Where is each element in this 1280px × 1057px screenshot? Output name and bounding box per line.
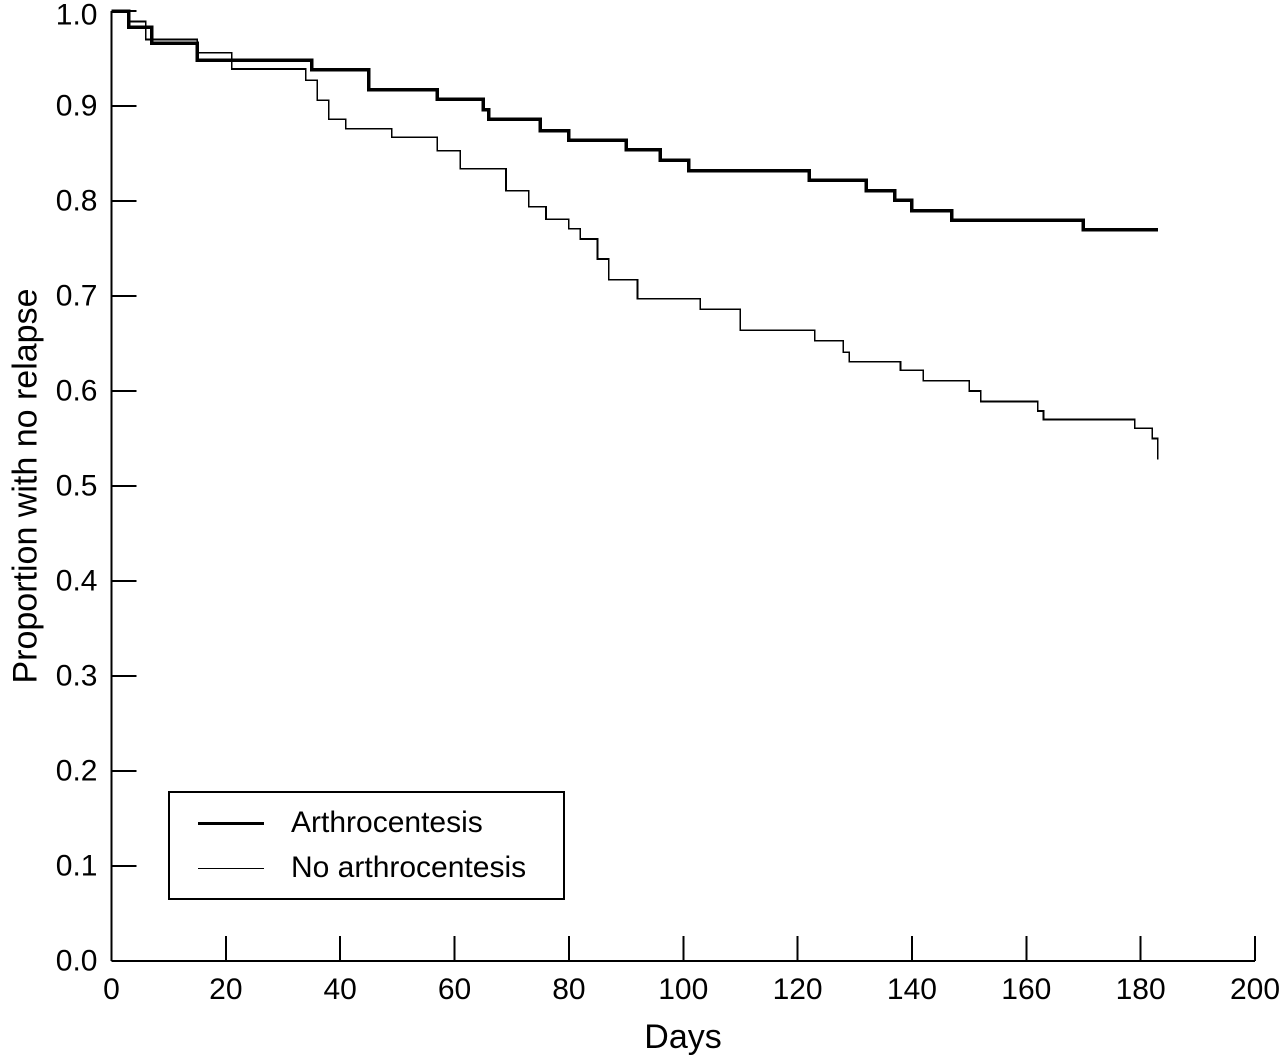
x-axis-title: Days <box>644 1018 722 1056</box>
series-line-arthrocentesis <box>111 9 1158 232</box>
legend-entry-no-arthrocentesis: No arthrocentesis <box>198 851 563 885</box>
y-tick-label-0.6: 0.6 <box>56 375 98 408</box>
legend-thick-line-swatch <box>198 821 264 825</box>
x-tick-label-100: 100 <box>658 973 708 1006</box>
x-tick-label-20: 20 <box>209 973 242 1006</box>
y-tick-label-1.0: 1.0 <box>56 0 98 32</box>
legend-thin-line-swatch <box>198 867 264 869</box>
x-tick-label-40: 40 <box>324 973 357 1006</box>
y-axis-title: Proportion with no relapse <box>6 288 45 684</box>
series-line-no-arthrocentesis <box>111 10 1159 460</box>
legend-entry-arthrocentesis: Arthrocentesis <box>198 806 563 840</box>
x-tick-label-140: 140 <box>887 973 937 1006</box>
x-tick-label-120: 120 <box>773 973 823 1006</box>
x-tick-label-160: 160 <box>1001 973 1051 1006</box>
x-tick-label-180: 180 <box>1116 973 1166 1006</box>
y-tick-label-0.8: 0.8 <box>56 185 98 218</box>
x-tick-label-200: 200 <box>1230 973 1280 1006</box>
y-tick-label-0.4: 0.4 <box>56 565 98 598</box>
y-tick-label-0.5: 0.5 <box>56 470 98 503</box>
y-tick-label-0.0: 0.0 <box>56 945 98 978</box>
legend-label-no-arthrocentesis: No arthrocentesis <box>291 851 527 884</box>
y-tick-label-0.7: 0.7 <box>56 280 98 313</box>
y-tick-label-0.1: 0.1 <box>56 850 98 883</box>
legend-label-arthrocentesis: Arthrocentesis <box>291 806 483 839</box>
y-tick-label-0.2: 0.2 <box>56 755 98 788</box>
legend-box: Arthrocentesis No arthrocentesis <box>168 791 565 900</box>
y-tick-label-0.9: 0.9 <box>56 90 98 123</box>
x-tick-label-60: 60 <box>438 973 471 1006</box>
y-tick-label-0.3: 0.3 <box>56 660 98 693</box>
x-tick-label-80: 80 <box>552 973 585 1006</box>
x-tick-label-0: 0 <box>103 973 120 1006</box>
